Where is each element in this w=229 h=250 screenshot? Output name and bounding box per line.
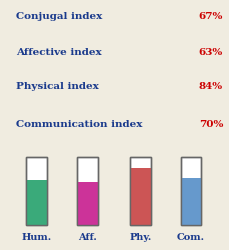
Bar: [180, 158, 200, 225]
Bar: [26, 158, 47, 225]
Text: Conjugal index: Conjugal index: [16, 12, 102, 21]
Bar: [26, 180, 47, 225]
Text: Communication index: Communication index: [16, 119, 142, 128]
Bar: [77, 183, 97, 225]
Bar: [180, 158, 200, 225]
Bar: [129, 158, 150, 225]
Text: Affective index: Affective index: [16, 48, 101, 57]
Text: Phy.: Phy.: [129, 232, 151, 241]
Bar: [180, 178, 200, 225]
Bar: [129, 168, 150, 225]
Bar: [129, 158, 150, 225]
Text: Aff.: Aff.: [78, 232, 96, 241]
Bar: [77, 158, 97, 225]
Bar: [26, 158, 47, 225]
Bar: [77, 158, 97, 225]
Text: Com.: Com.: [176, 232, 204, 241]
Text: 70%: 70%: [198, 119, 222, 128]
Text: Physical index: Physical index: [16, 82, 98, 91]
Text: Hum.: Hum.: [22, 232, 52, 241]
Text: 84%: 84%: [198, 82, 222, 91]
Text: 63%: 63%: [198, 48, 222, 57]
Text: 67%: 67%: [198, 12, 222, 21]
